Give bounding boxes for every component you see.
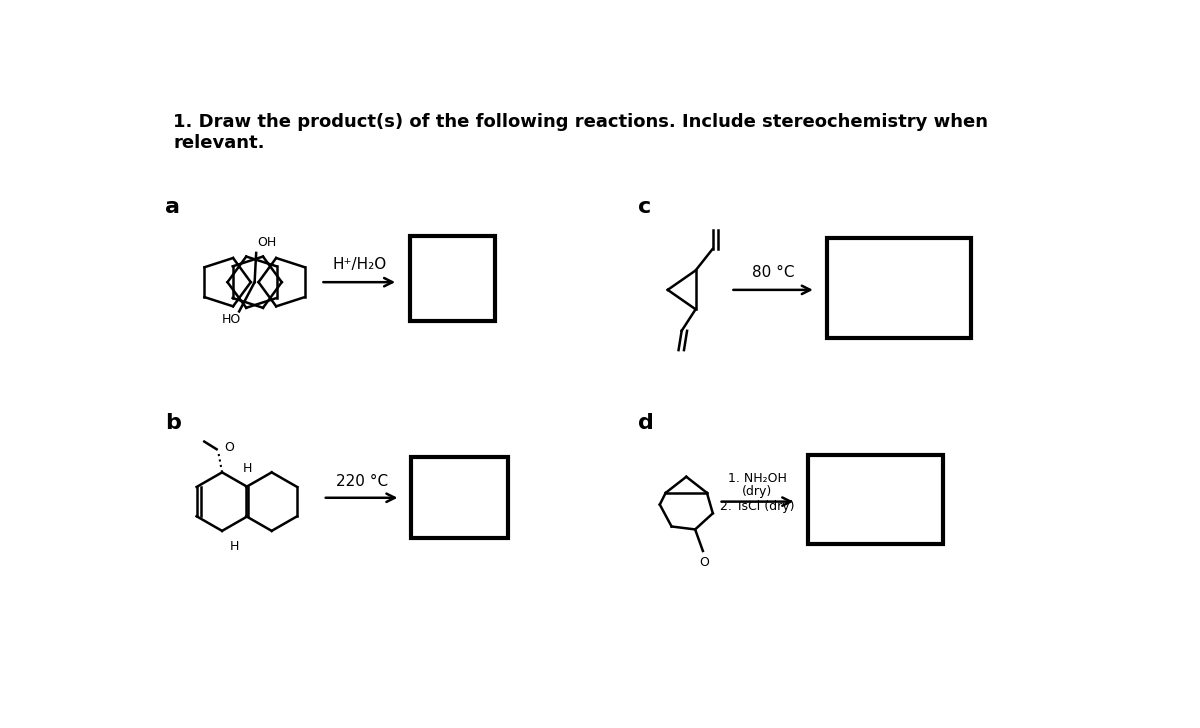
- Text: HO: HO: [222, 312, 241, 325]
- Text: H: H: [230, 540, 240, 553]
- Bar: [412, 457, 508, 538]
- Text: OH: OH: [257, 236, 276, 249]
- Text: H⁺/H₂O: H⁺/H₂O: [332, 257, 386, 272]
- Text: b: b: [166, 413, 181, 433]
- Text: (dry): (dry): [743, 485, 773, 498]
- Text: d: d: [638, 413, 654, 433]
- Text: 2. TsCl (dry): 2. TsCl (dry): [720, 500, 794, 513]
- Text: H: H: [242, 462, 252, 475]
- Text: 1. Draw the product(s) of the following reactions. Include stereochemistry when
: 1. Draw the product(s) of the following …: [173, 113, 989, 151]
- Text: 80 °C: 80 °C: [752, 265, 794, 280]
- Bar: [409, 236, 494, 320]
- Text: a: a: [166, 197, 180, 218]
- Text: 1. NH₂OH: 1. NH₂OH: [728, 472, 787, 485]
- Bar: [808, 456, 943, 544]
- Text: 220 °C: 220 °C: [336, 473, 388, 488]
- Bar: [827, 237, 971, 338]
- Text: O: O: [700, 555, 709, 569]
- Text: c: c: [638, 197, 652, 218]
- Text: O: O: [224, 441, 234, 454]
